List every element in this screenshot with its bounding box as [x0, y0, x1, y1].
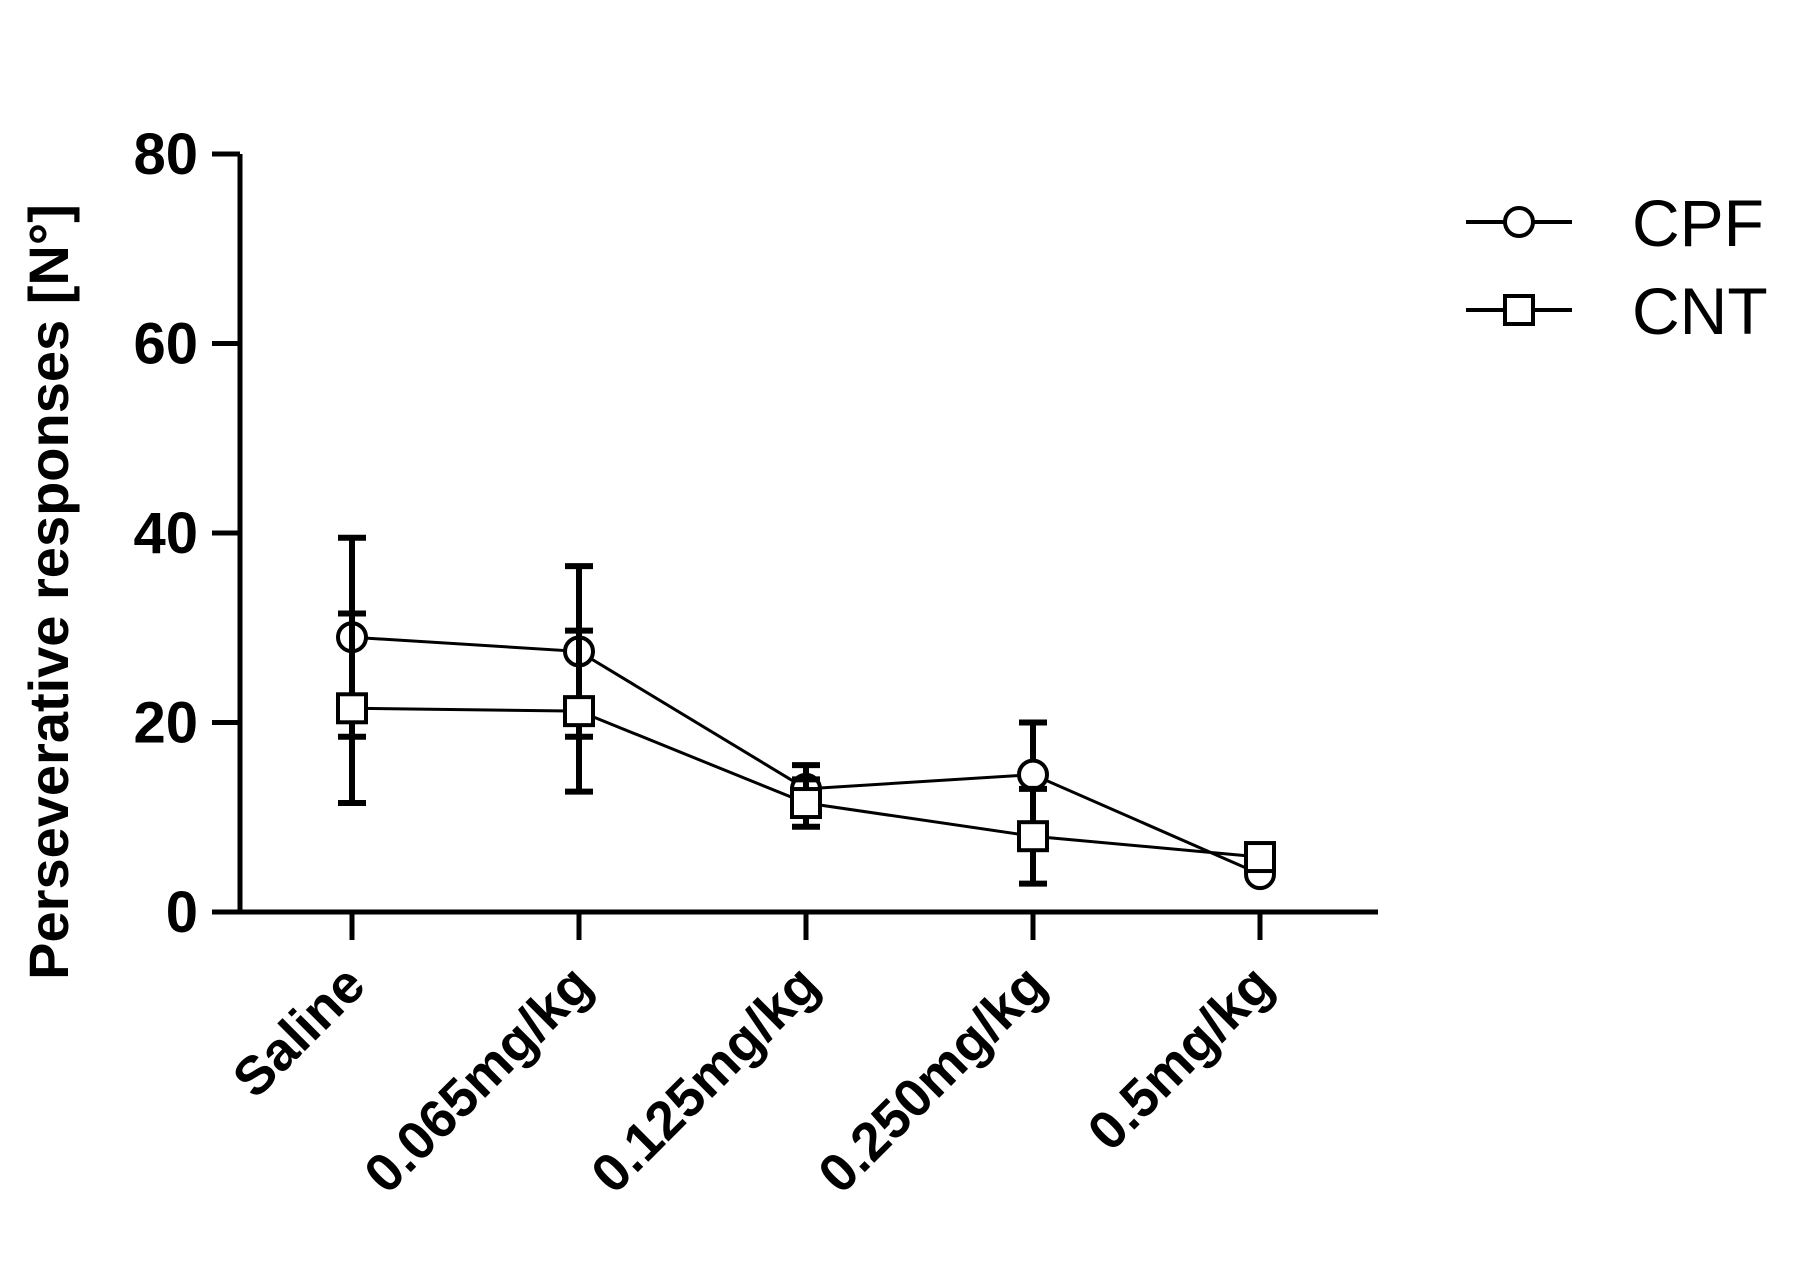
legend-marker [1503, 294, 1535, 326]
legend-item-cnt: CNT [1466, 274, 1768, 348]
axes: 0 20 40 60 80 Saline0.065mg/kg0.125mg/kg0.25… [133, 122, 1378, 1204]
data-point [563, 695, 595, 728]
x-category-label: Saline [222, 954, 377, 1109]
legend: CPF CNT [1466, 186, 1768, 348]
legend-item-cpf: CPF [1466, 186, 1764, 260]
x-category-label: 0.065mg/kg [353, 954, 603, 1204]
y-tick-label: 20 [133, 691, 198, 756]
data-point [1017, 758, 1049, 791]
y-axis-title: Perseverative responses [N°] [17, 204, 80, 980]
y-ticks: 0 20 40 60 80 [133, 122, 240, 945]
data-point [336, 692, 368, 725]
legend-label: CNT [1632, 274, 1768, 348]
series-line [351, 635, 1261, 876]
series-layer [336, 534, 1276, 891]
x-category-label: 0.250mg/kg [807, 954, 1057, 1204]
x-category-label: 0.125mg/kg [580, 954, 830, 1204]
y-tick-label: 0 [166, 880, 198, 945]
y-tick-label: 60 [133, 312, 198, 377]
data-point [1017, 820, 1049, 853]
data-point [1244, 841, 1276, 874]
x-category-label: 0.5mg/kg [1077, 954, 1285, 1162]
series-cnt [336, 610, 1276, 887]
data-point [790, 787, 822, 820]
y-tick-label: 80 [133, 122, 198, 187]
legend-marker [1503, 206, 1535, 238]
series-cpf [336, 534, 1276, 891]
y-tick-label: 40 [133, 501, 198, 566]
legend-label: CPF [1632, 186, 1764, 260]
